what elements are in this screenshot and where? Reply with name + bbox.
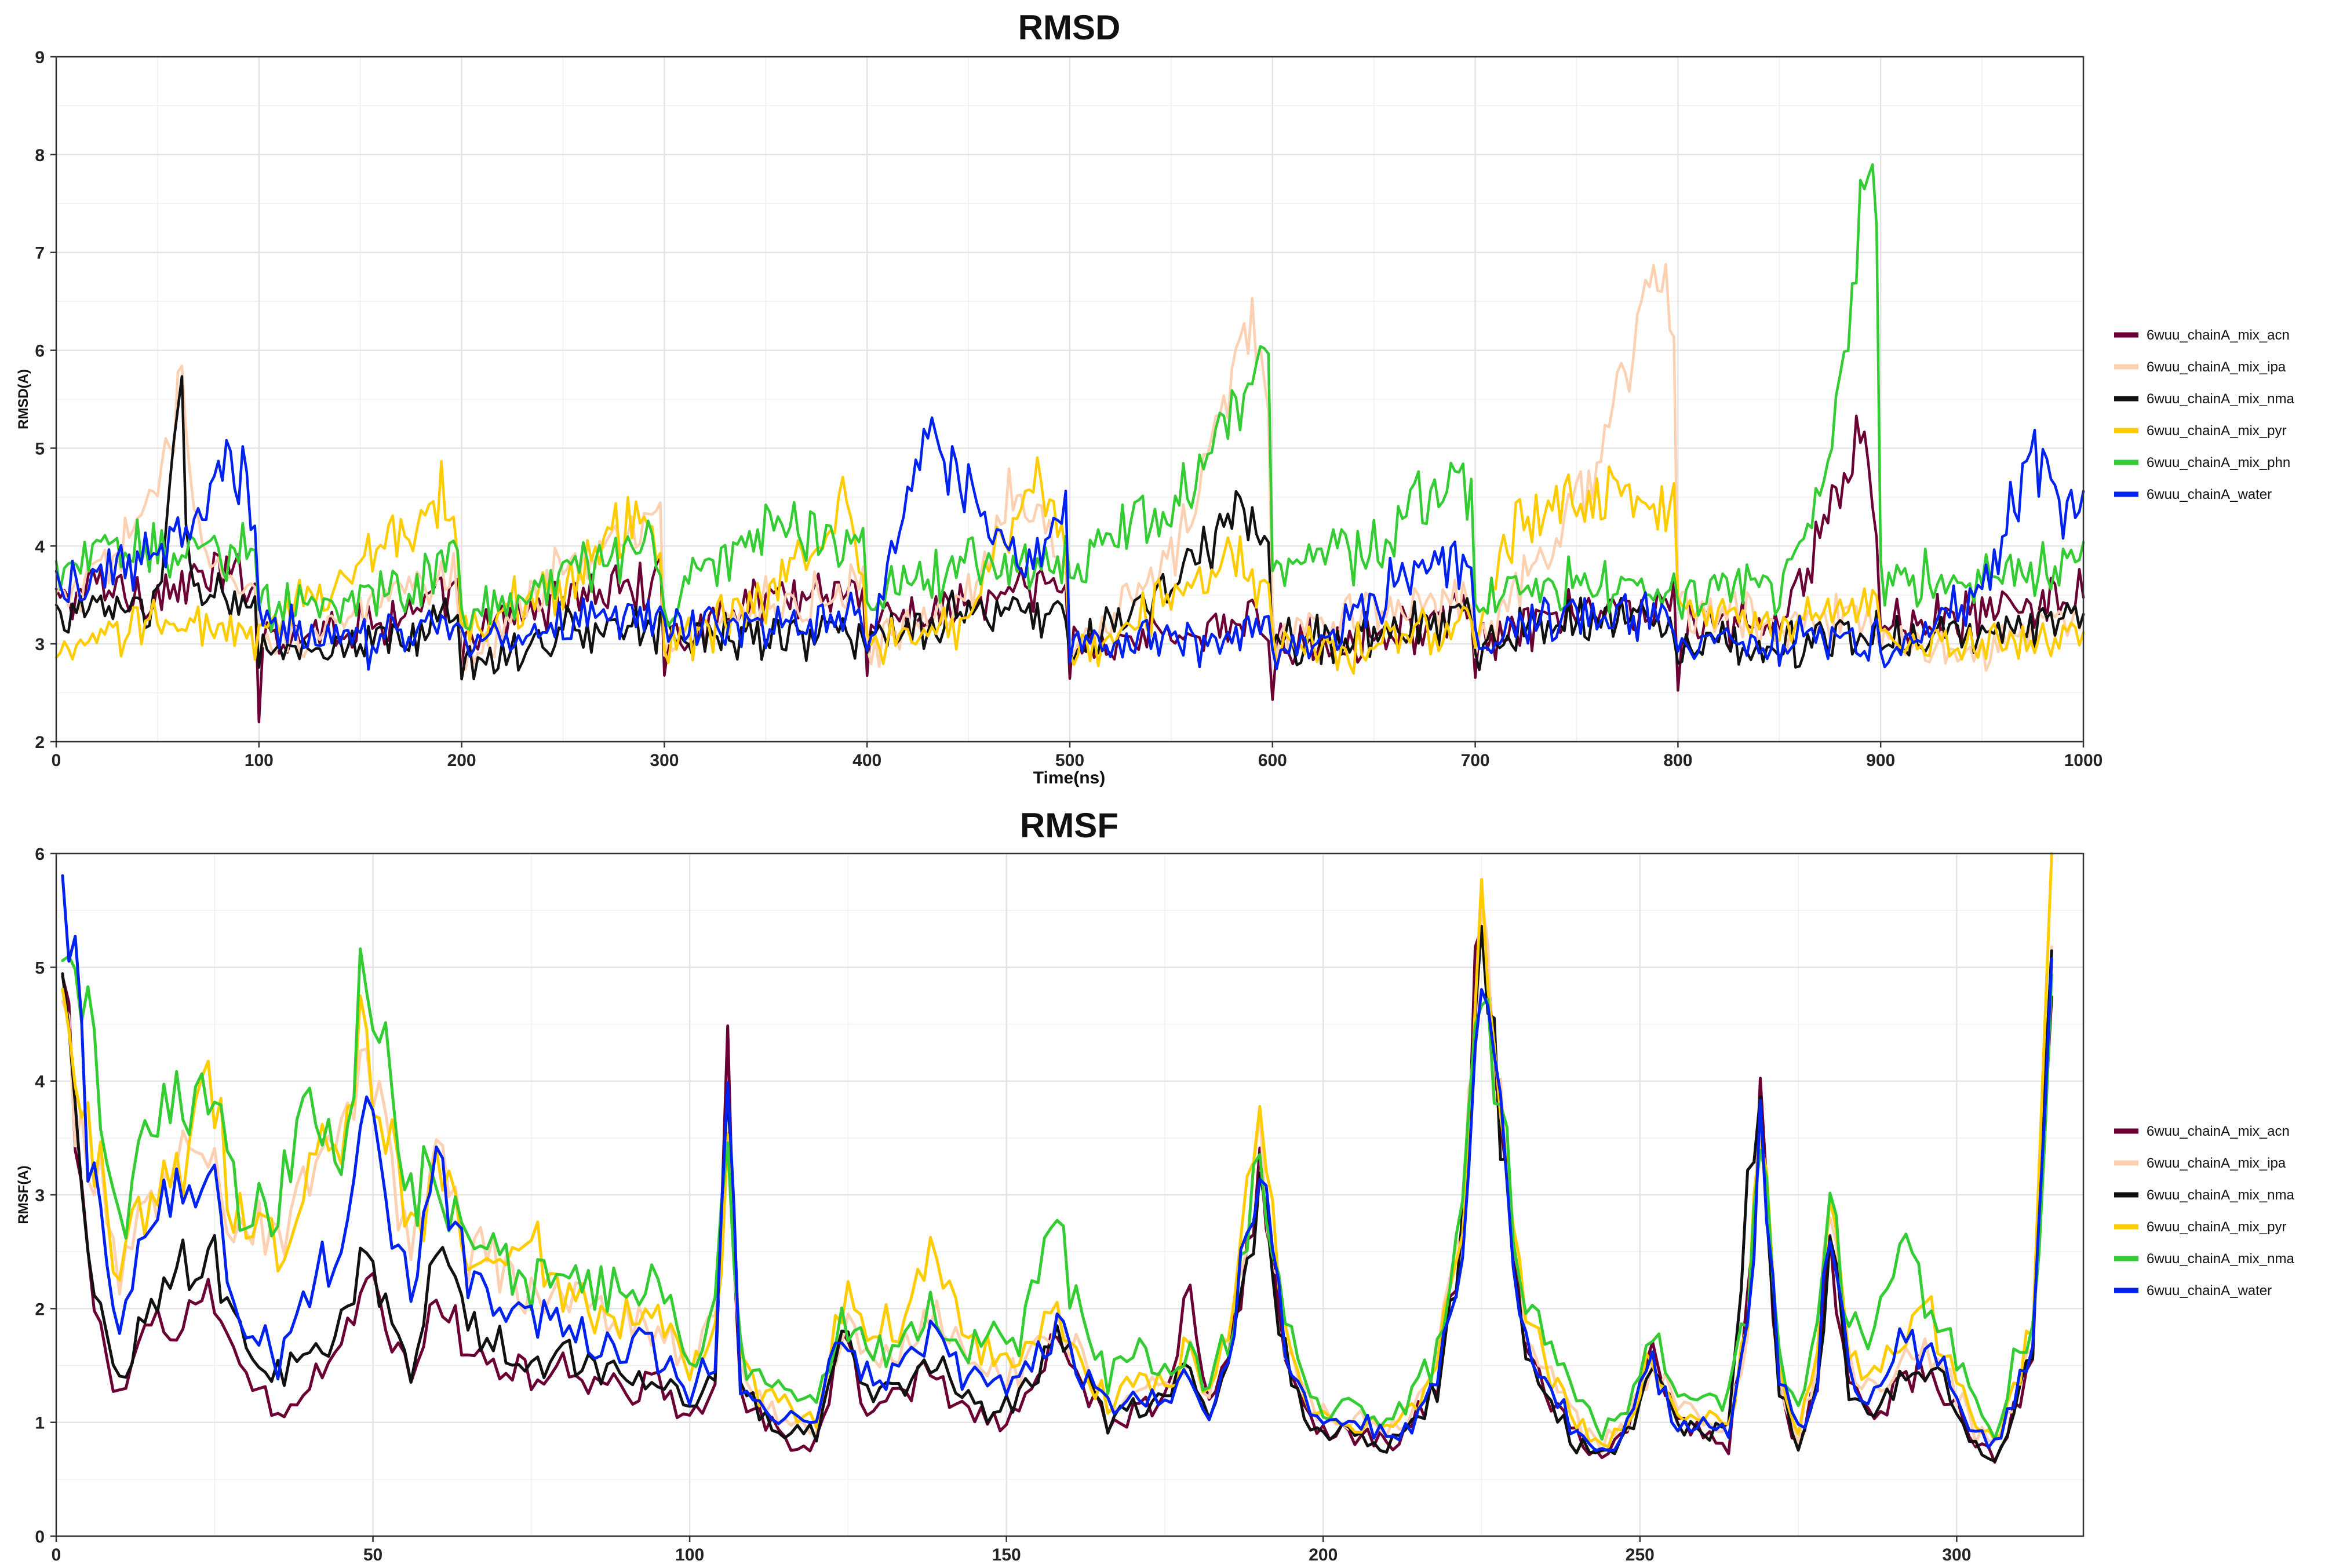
rmsf-legend-label: 6wuu_chainA_mix_ipa	[2147, 1155, 2286, 1171]
rmsf-y-tick-label: 3	[35, 1186, 45, 1205]
rmsd-grid	[55, 56, 2085, 743]
rmsd-x-tick-label: 200	[447, 751, 476, 770]
rmsd-y-tick-label: 7	[35, 244, 45, 263]
rmsf-chart-title: RMSF	[1020, 806, 1118, 845]
rmsd-x-tick-label: 400	[852, 751, 881, 770]
rmsd-legend-label: 6wuu_chainA_mix_pyr	[2147, 423, 2286, 439]
rmsd-series-group	[54, 163, 2085, 724]
rmsf-series-6wuu-chaina-mix-pyr	[61, 852, 2053, 1449]
rmsf-legend: 6wuu_chainA_mix_acn 6wuu_chainA_mix_ipa 6w…	[2114, 1124, 2294, 1299]
rmsf-x-tick-label: 250	[1626, 1545, 1655, 1565]
rmsd-y-tick-label: 8	[35, 146, 45, 165]
rmsd-series-6wuu-chaina-mix-phn	[54, 163, 2085, 632]
rmsd-x-tick-label: 600	[1258, 751, 1287, 770]
rmsf-y-tick-label: 5	[35, 958, 45, 978]
rmsd-legend-label: 6wuu_chainA_mix_ipa	[2147, 359, 2286, 375]
rmsf-chart: RMSF 0 50 100 150 200 250 300 0 1 2 3 4 5 6 RMSF(A) 6…	[16, 806, 2294, 1565]
rmsf-series-6wuu-chaina-water	[61, 874, 2053, 1452]
rmsf-x-tick-label: 150	[992, 1545, 1021, 1565]
rmsf-x-tick-label: 50	[363, 1545, 382, 1565]
rmsd-x-tick-label: 300	[650, 751, 679, 770]
rmsd-legend: 6wuu_chainA_mix_acn 6wuu_chainA_mix_ipa 6w…	[2114, 327, 2294, 502]
rmsd-y-axis-title: RMSD(A)	[16, 369, 31, 429]
rmsd-legend-label: 6wuu_chainA_mix_nma	[2147, 391, 2294, 407]
rmsd-y-tick-label: 2	[35, 733, 45, 752]
rmsd-y-tick-label: 9	[35, 48, 45, 67]
rmsd-series-6wuu-chaina-water	[54, 416, 2085, 671]
rmsf-series-6wuu-chaina-mix-acn	[61, 927, 2053, 1464]
rmsf-legend-label: 6wuu_chainA_water	[2147, 1283, 2272, 1299]
rmsd-legend-label: 6wuu_chainA_mix_acn	[2147, 327, 2290, 343]
rmsd-x-tick-label: 100	[245, 751, 274, 770]
rmsf-y-axis-title: RMSF(A)	[16, 1165, 31, 1224]
rmsf-legend-label: 6wuu_chainA_mix_acn	[2147, 1124, 2290, 1139]
rmsf-y-tick-label: 1	[35, 1414, 45, 1433]
rmsd-axis-ticks: 0 100 200 300 400 500 600 700 800 900 1000 2 3 4 5 6 7 8 9	[35, 48, 2103, 770]
rmsf-legend-label: 6wuu_chainA_mix_pyr	[2147, 1219, 2286, 1235]
rmsd-x-tick-label: 700	[1461, 751, 1490, 770]
rmsf-x-tick-label: 300	[1942, 1545, 1971, 1565]
rmsf-series-6wuu-chaina-mix-nma-2	[61, 947, 2053, 1441]
rmsd-chart-title: RMSD	[1018, 8, 1121, 47]
rmsf-legend-label: 6wuu_chainA_mix_nma	[2147, 1187, 2294, 1203]
rmsf-y-tick-label: 6	[35, 845, 45, 864]
rmsf-y-tick-label: 0	[35, 1527, 45, 1547]
rmsf-legend-label: 6wuu_chainA_mix_nma	[2147, 1251, 2294, 1267]
rmsd-chart: RMSD 0 100 200 300 400 500 600 700 800 900 1000 2 3 4…	[16, 8, 2294, 787]
rmsd-legend-label: 6wuu_chainA_mix_phn	[2147, 455, 2290, 471]
rmsd-x-tick-label: 500	[1055, 751, 1084, 770]
rmsd-y-tick-label: 6	[35, 342, 45, 361]
rmsd-legend-label: 6wuu_chainA_water	[2147, 487, 2272, 502]
rmsd-y-tick-label: 5	[35, 439, 45, 458]
rmsd-y-tick-label: 3	[35, 635, 45, 654]
rmsd-x-tick-label: 0	[52, 751, 61, 770]
rmsf-series-group	[61, 852, 2053, 1464]
rmsf-y-tick-label: 4	[35, 1073, 45, 1092]
rmsf-x-tick-label: 0	[52, 1545, 61, 1565]
rmsd-x-axis-title: Time(ns)	[1033, 768, 1105, 787]
rmsf-axis-ticks: 0 50 100 150 200 250 300 0 1 2 3 4 5 6	[35, 845, 1971, 1565]
rmsf-x-tick-label: 200	[1309, 1545, 1338, 1565]
rmsd-y-tick-label: 4	[35, 537, 45, 556]
rmsd-x-tick-label: 900	[1866, 751, 1895, 770]
rmsf-x-tick-label: 100	[675, 1545, 704, 1565]
rmsf-y-tick-label: 2	[35, 1300, 45, 1319]
rmsd-x-tick-label: 1000	[2064, 751, 2103, 770]
rmsd-x-tick-label: 800	[1663, 751, 1692, 770]
